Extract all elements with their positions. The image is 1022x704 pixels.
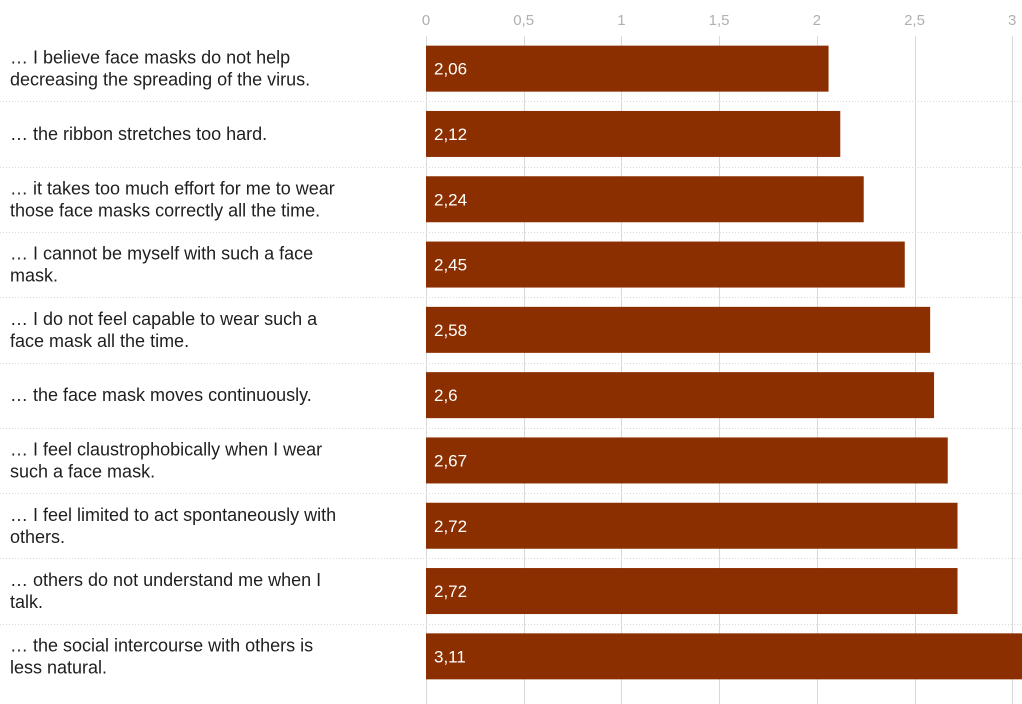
x-tick-label: 1,5	[709, 12, 730, 29]
bar-data-label: 3,11	[434, 647, 466, 666]
bar-data-label: 2,06	[434, 60, 467, 79]
category-label-line: … others do not understand me when I	[10, 570, 321, 590]
category-label-line: face mask all the time.	[10, 331, 189, 351]
category-label: … the face mask moves continuously.	[10, 385, 312, 405]
category-label: … it takes too much effort for me to wea…	[10, 178, 335, 220]
bar	[426, 306, 931, 353]
category-label: … the ribbon stretches too hard.	[10, 124, 267, 144]
bar-data-label: 2,67	[434, 451, 467, 470]
category-label: … I believe face masks do not help decrea…	[10, 48, 310, 90]
category-label-line: … I feel claustrophobically when I wear	[10, 439, 322, 459]
category-label: … the social intercourse with others is l…	[10, 635, 313, 677]
category-label-line: … the ribbon stretches too hard.	[10, 124, 267, 144]
category-label-line: decreasing the spreading of the virus.	[10, 70, 310, 90]
bar-data-label: 2,45	[434, 256, 467, 275]
x-tick-label: 0	[422, 12, 430, 29]
category-label-line: those face masks correctly all the time.	[10, 200, 320, 220]
bar	[426, 241, 905, 288]
bar-data-label: 2,12	[434, 125, 467, 144]
x-tick-label: 0,5	[513, 12, 534, 29]
category-label-line: such a face mask.	[10, 461, 155, 481]
category-label-line: … I feel limited to act spontaneously wi…	[10, 505, 336, 525]
category-label-line: others.	[10, 527, 65, 547]
bar	[426, 372, 935, 419]
category-label-line: … the social intercourse with others is	[10, 635, 313, 655]
bar	[426, 502, 958, 549]
x-tick-label: 1	[617, 12, 625, 29]
category-label-line: … I do not feel capable to wear such a	[10, 309, 318, 329]
category-label-line: … I believe face masks do not help	[10, 48, 290, 68]
bar	[426, 633, 1022, 680]
bar	[426, 45, 829, 92]
x-tick-label: 2	[813, 12, 821, 29]
bar-data-label: 2,24	[434, 190, 467, 209]
category-label-line: less natural.	[10, 657, 107, 677]
bar	[426, 568, 958, 615]
bar	[426, 437, 948, 484]
category-label-line: talk.	[10, 592, 43, 612]
x-tick-label: 2,5	[904, 12, 925, 29]
bar-data-label: 2,6	[434, 386, 458, 405]
category-label-line: … the face mask moves continuously.	[10, 385, 312, 405]
bar-data-label: 2,72	[434, 582, 467, 601]
category-label-line: … I cannot be myself with such a face	[10, 244, 313, 264]
x-tick-label: 3	[1008, 12, 1016, 29]
bar-data-label: 2,72	[434, 517, 467, 536]
category-label: … I feel claustrophobically when I wear s…	[10, 439, 322, 481]
bar	[426, 176, 864, 223]
category-label: … I feel limited to act spontaneously wi…	[10, 505, 336, 547]
bar	[426, 110, 841, 157]
category-label-line: mask.	[10, 266, 58, 286]
bar-data-label: 2,58	[434, 321, 467, 340]
category-label: … I do not feel capable to wear such a fa…	[10, 309, 318, 351]
category-label: … I cannot be myself with such a face mas…	[10, 244, 313, 286]
category-label-line: … it takes too much effort for me to wea…	[10, 178, 335, 198]
